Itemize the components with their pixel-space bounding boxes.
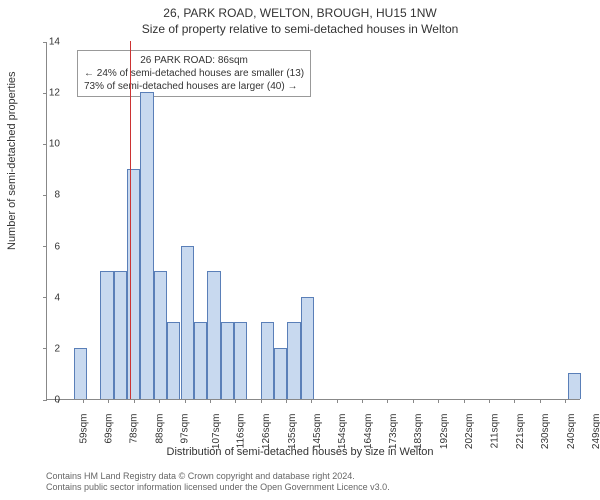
xtick-mark xyxy=(565,399,566,403)
xtick-label: 116sqm xyxy=(235,414,246,449)
bar xyxy=(221,322,234,399)
ytick-label: 0 xyxy=(44,395,60,406)
xtick-label: 97sqm xyxy=(180,414,191,444)
bar xyxy=(100,271,113,399)
xtick-mark xyxy=(540,399,541,403)
xtick-label: 192sqm xyxy=(439,414,450,450)
xtick-label: 173sqm xyxy=(388,414,399,450)
bar xyxy=(167,322,180,399)
xtick-mark xyxy=(311,399,312,403)
annotation-line1: 26 PARK ROAD: 86sqm xyxy=(84,54,304,67)
annotation-box: 26 PARK ROAD: 86sqm ← 24% of semi-detach… xyxy=(77,50,311,97)
bar xyxy=(287,322,300,399)
y-axis-label: Number of semi-detached properties xyxy=(6,71,18,250)
xtick-mark xyxy=(159,399,160,403)
marker-line xyxy=(130,41,132,399)
chart-title-line2: Size of property relative to semi-detach… xyxy=(0,22,600,36)
xtick-mark xyxy=(134,399,135,403)
xtick-label: 249sqm xyxy=(591,414,600,450)
bar xyxy=(181,246,194,399)
bar xyxy=(114,271,127,399)
xtick-mark xyxy=(464,399,465,403)
chart-title-line1: 26, PARK ROAD, WELTON, BROUGH, HU15 1NW xyxy=(0,6,600,20)
x-axis-label: Distribution of semi-detached houses by … xyxy=(0,446,600,458)
ytick-label: 2 xyxy=(44,343,60,354)
ytick-label: 8 xyxy=(44,190,60,201)
xtick-label: 145sqm xyxy=(312,414,323,450)
xtick-mark xyxy=(438,399,439,403)
ytick-label: 4 xyxy=(44,292,60,303)
plot-area: 26 PARK ROAD: 86sqm ← 24% of semi-detach… xyxy=(46,42,580,400)
xtick-label: 69sqm xyxy=(104,414,115,444)
bar xyxy=(261,322,274,399)
bar xyxy=(568,373,581,399)
xtick-label: 135sqm xyxy=(287,414,298,450)
xtick-label: 154sqm xyxy=(337,414,348,450)
xtick-mark xyxy=(489,399,490,403)
xtick-mark xyxy=(235,399,236,403)
xtick-label: 126sqm xyxy=(261,414,272,450)
xtick-label: 183sqm xyxy=(414,414,425,450)
xtick-label: 78sqm xyxy=(129,414,140,444)
xtick-label: 221sqm xyxy=(515,414,526,450)
ytick-label: 10 xyxy=(44,139,60,150)
bar xyxy=(207,271,220,399)
xtick-mark xyxy=(185,399,186,403)
ytick-label: 6 xyxy=(44,241,60,252)
xtick-label: 88sqm xyxy=(154,414,165,444)
xtick-mark xyxy=(261,399,262,403)
credit-line1: Contains HM Land Registry data © Crown c… xyxy=(46,471,390,483)
bar xyxy=(301,297,314,399)
xtick-mark xyxy=(83,399,84,403)
xtick-label: 230sqm xyxy=(540,414,551,450)
bar xyxy=(140,92,153,399)
xtick-label: 240sqm xyxy=(566,414,577,450)
xtick-label: 164sqm xyxy=(363,414,374,450)
credit-line2: Contains public sector information licen… xyxy=(46,482,390,494)
xtick-label: 59sqm xyxy=(78,414,89,444)
annotation-line3: 73% of semi-detached houses are larger (… xyxy=(84,80,304,93)
bar xyxy=(74,348,87,399)
xtick-label: 202sqm xyxy=(464,414,475,450)
xtick-mark xyxy=(514,399,515,403)
xtick-mark xyxy=(362,399,363,403)
xtick-mark xyxy=(413,399,414,403)
xtick-mark xyxy=(286,399,287,403)
credit-text: Contains HM Land Registry data © Crown c… xyxy=(46,471,390,494)
xtick-label: 211sqm xyxy=(489,414,500,449)
xtick-mark xyxy=(387,399,388,403)
ytick-label: 12 xyxy=(44,88,60,99)
annotation-line2: ← 24% of semi-detached houses are smalle… xyxy=(84,67,304,80)
bar xyxy=(154,271,167,399)
chart-container: 26, PARK ROAD, WELTON, BROUGH, HU15 1NW … xyxy=(0,0,600,500)
bar xyxy=(274,348,287,399)
xtick-mark xyxy=(108,399,109,403)
xtick-mark xyxy=(210,399,211,403)
bar xyxy=(194,322,207,399)
xtick-label: 107sqm xyxy=(211,414,222,450)
bar xyxy=(234,322,247,399)
ytick-label: 14 xyxy=(44,37,60,48)
xtick-mark xyxy=(337,399,338,403)
